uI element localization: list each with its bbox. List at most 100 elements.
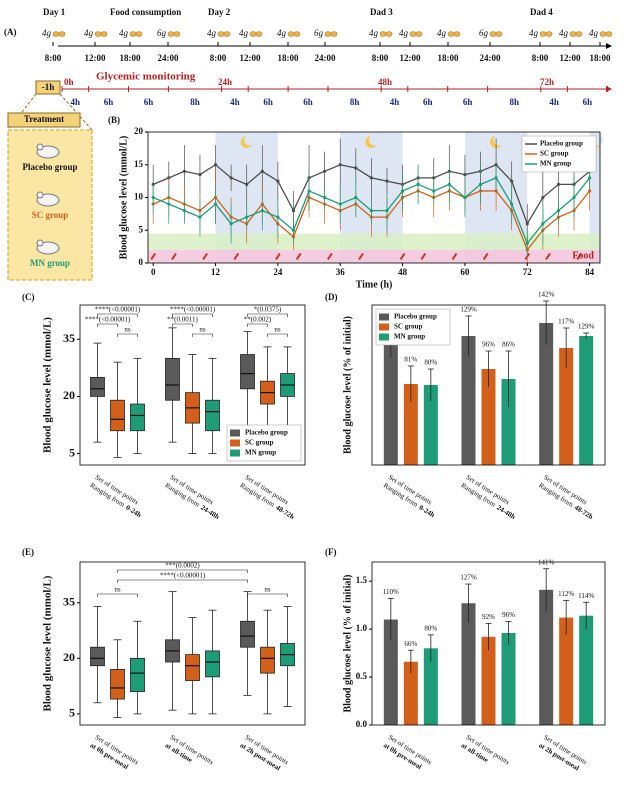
food-icon bbox=[545, 31, 553, 37]
sig-label: ns bbox=[114, 586, 121, 594]
food-amount: 4g bbox=[239, 28, 249, 38]
data-point bbox=[323, 195, 327, 200]
interval-label: 6h bbox=[303, 97, 313, 107]
value-label: 129% bbox=[578, 323, 595, 331]
value-label: 92% bbox=[482, 613, 495, 621]
panel-label: (F) bbox=[325, 547, 337, 557]
y-tick-label: 15 bbox=[134, 159, 144, 169]
food-icon bbox=[249, 31, 257, 37]
y-axis-label: Blood glucose level (mmol/L) bbox=[42, 575, 54, 711]
food-icon bbox=[287, 31, 295, 37]
x-tick-label: 72 bbox=[523, 267, 533, 277]
data-point bbox=[167, 202, 171, 206]
x-tick-label: 24 bbox=[273, 267, 283, 277]
bar bbox=[403, 661, 418, 725]
y-tick-label: 10 bbox=[134, 192, 144, 202]
time-label: 12:00 bbox=[240, 53, 261, 63]
interval-label: 4h bbox=[390, 97, 400, 107]
x-tick-label: 84 bbox=[585, 267, 595, 277]
connector bbox=[7, 93, 93, 131]
sig-bracket bbox=[97, 313, 138, 317]
value-label: 142% bbox=[538, 291, 555, 299]
sig-label: ****(<0.00001) bbox=[170, 306, 216, 314]
box bbox=[130, 657, 145, 693]
data-point bbox=[307, 189, 311, 193]
sig-label: **(0.0011) bbox=[167, 316, 198, 324]
sig-bracket bbox=[267, 333, 288, 337]
y-tick-label: 35 bbox=[63, 331, 75, 345]
time-label: 8:00 bbox=[210, 53, 227, 63]
data-point bbox=[572, 195, 576, 200]
food-icon bbox=[569, 31, 577, 37]
data-point bbox=[182, 209, 186, 213]
y-tick-label: 1.0 bbox=[356, 623, 368, 633]
bar bbox=[481, 636, 496, 725]
y-tick-label: 5 bbox=[69, 445, 75, 459]
time-label: 8:00 bbox=[372, 53, 389, 63]
interval-label: 6h bbox=[144, 97, 154, 107]
legend-label: SC group bbox=[245, 439, 274, 447]
data-point bbox=[198, 172, 202, 177]
legend-swatch bbox=[379, 323, 389, 331]
sig-label: ns bbox=[264, 586, 271, 594]
value-label: 96% bbox=[482, 341, 495, 349]
interval-label: 8h bbox=[509, 97, 519, 107]
y-tick-label: 5 bbox=[139, 224, 144, 234]
food-icon bbox=[94, 31, 102, 37]
data-point bbox=[510, 202, 514, 206]
meal-marker bbox=[327, 252, 333, 261]
box bbox=[90, 646, 105, 667]
panel-label: (C) bbox=[22, 292, 35, 302]
food-amount: 6g bbox=[479, 28, 489, 38]
food-amount: 4g bbox=[399, 28, 409, 38]
bar bbox=[481, 369, 496, 465]
bar bbox=[539, 589, 554, 725]
legend-label: Placebo group bbox=[540, 140, 583, 148]
data-point bbox=[323, 169, 327, 173]
y-tick-label: 0.5 bbox=[356, 671, 368, 681]
data-point bbox=[463, 195, 467, 200]
y-axis-label: Blood glucose level (mmol/L) bbox=[118, 136, 129, 260]
sig-label: ****(<0.00001) bbox=[95, 306, 141, 314]
interval-label: 6h bbox=[463, 97, 473, 107]
panel-label: (D) bbox=[325, 292, 338, 302]
food-icon bbox=[605, 31, 613, 37]
sig-label: ns bbox=[199, 326, 206, 334]
data-point bbox=[385, 209, 389, 213]
data-point bbox=[291, 209, 296, 213]
box bbox=[90, 376, 105, 397]
sig-bracket bbox=[247, 313, 288, 317]
data-point bbox=[416, 182, 420, 186]
data-point bbox=[525, 222, 529, 226]
y-tick-label: 1.5 bbox=[356, 575, 368, 585]
group-label: Placebo group bbox=[22, 162, 77, 172]
meal-marker bbox=[171, 252, 177, 261]
data-point bbox=[151, 195, 155, 200]
bar bbox=[579, 336, 594, 465]
data-point bbox=[198, 215, 202, 219]
data-point bbox=[541, 222, 545, 226]
food-icon bbox=[167, 31, 175, 37]
start-box bbox=[35, 80, 61, 95]
mouse-ear bbox=[36, 239, 44, 247]
data-point bbox=[354, 166, 358, 170]
box bbox=[110, 669, 125, 700]
bar bbox=[383, 341, 398, 465]
data-point bbox=[245, 182, 249, 186]
data-point bbox=[338, 202, 342, 206]
sig-bracket bbox=[97, 323, 118, 327]
data-point bbox=[369, 176, 374, 180]
meal-marker bbox=[420, 252, 427, 261]
bar bbox=[579, 615, 594, 725]
legend-label: MN group bbox=[245, 449, 276, 457]
group-label: MN group bbox=[30, 258, 70, 268]
bar bbox=[559, 617, 574, 725]
data-point bbox=[182, 169, 186, 173]
x-tick-label: 48 bbox=[398, 267, 408, 277]
moon-cut bbox=[244, 134, 256, 146]
sig-label: ****(<0.00001) bbox=[85, 316, 131, 324]
food-icon bbox=[255, 31, 263, 37]
data-point bbox=[510, 179, 514, 183]
bar bbox=[403, 384, 418, 465]
